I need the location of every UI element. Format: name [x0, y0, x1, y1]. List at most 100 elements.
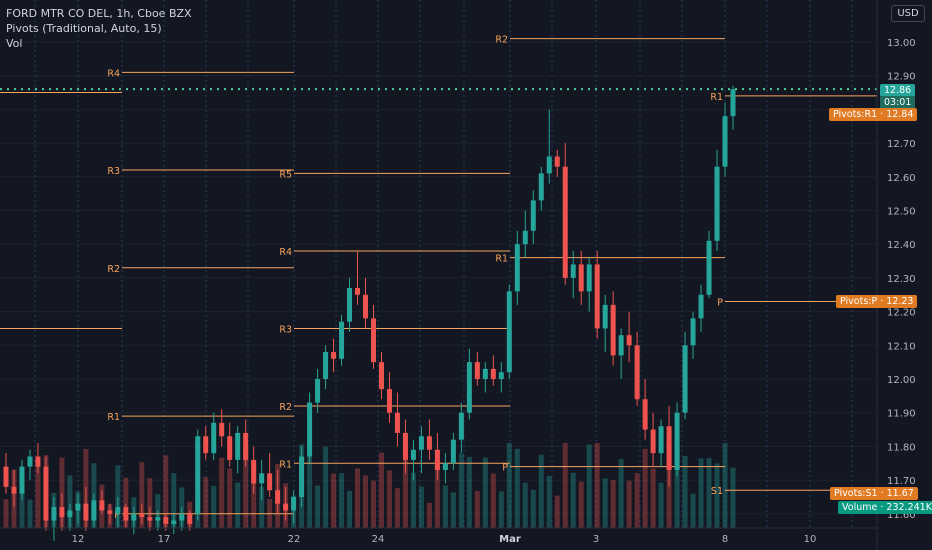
candle-body: [163, 517, 169, 524]
candle-body: [466, 362, 472, 413]
volume-bar: [163, 455, 169, 528]
volume-tag-value: 232.241K: [886, 502, 932, 513]
volume-bar: [602, 478, 608, 528]
countdown-tag: 03:01: [880, 96, 916, 109]
candle-body: [123, 507, 129, 521]
candle-body: [682, 345, 688, 413]
volume-bar: [714, 463, 720, 528]
volume-bar: [19, 474, 25, 528]
volume-bar: [370, 480, 376, 528]
pivots-r1-tag: Pivots:R1 · 12.84: [829, 108, 918, 121]
candle-body: [514, 244, 520, 292]
pivots-p-label: Pivots:P: [840, 296, 878, 307]
candle-body: [275, 490, 281, 504]
candle-body: [730, 89, 736, 117]
candle-body: [394, 412, 400, 433]
volume-bar: [674, 445, 680, 528]
candle-body: [259, 473, 265, 484]
candle-body: [714, 166, 720, 241]
candle-body: [283, 503, 289, 511]
volume-bar: [426, 502, 432, 528]
candle-body: [610, 304, 616, 356]
price-tick-label: 11.80: [887, 442, 916, 453]
candle-body: [570, 264, 576, 278]
pivots-r1-value: 12.84: [886, 109, 914, 120]
candle-body: [602, 304, 608, 329]
candle-body: [91, 500, 97, 521]
candle-body: [115, 507, 121, 514]
price-tick-label: 12.60: [887, 173, 916, 184]
candle-body: [339, 321, 345, 359]
pivot-label: S1: [711, 486, 723, 497]
candle-body: [243, 432, 249, 460]
candle-body: [227, 436, 233, 460]
currency-button[interactable]: USD: [891, 5, 925, 22]
candle-body: [235, 432, 241, 460]
pivot-label: P: [502, 463, 508, 474]
volume-bar: [171, 473, 177, 528]
candle-body: [642, 399, 648, 430]
price-tick-label: 11.90: [887, 409, 916, 420]
candle-body: [307, 402, 313, 457]
pivots-r1-label: Pivots:R1: [833, 109, 878, 120]
candle-body: [706, 240, 712, 295]
candle-body: [618, 335, 624, 356]
volume-bar: [698, 458, 704, 528]
candle-body: [586, 264, 592, 292]
price-tick-label: 13.00: [887, 38, 916, 49]
candle-body: [363, 294, 369, 319]
volume-bar: [570, 472, 576, 528]
price-tick-label: 12.50: [887, 207, 916, 218]
volume-bar: [123, 477, 129, 528]
candle-body: [698, 294, 704, 319]
candle-body: [594, 264, 600, 329]
candle-body: [450, 439, 456, 464]
price-tick-label: 12.20: [887, 308, 916, 319]
time-tick-label: 17: [158, 534, 171, 545]
volume-bar: [115, 465, 121, 528]
volume-indicator-label[interactable]: Vol: [6, 37, 23, 50]
candle-body: [650, 429, 656, 454]
volume-bar: [706, 458, 712, 528]
candle-body: [522, 230, 528, 245]
symbol-title[interactable]: FORD MTR CO DEL, 1h, Cboe BZX: [6, 7, 192, 20]
candle-body: [131, 513, 137, 521]
candle-body: [666, 426, 672, 470]
volume-bar: [442, 485, 448, 528]
candle-body: [59, 507, 65, 518]
pivots-indicator-label[interactable]: Pivots (Traditional, Auto, 15): [6, 22, 162, 35]
candle-body: [19, 466, 25, 494]
pivot-label: P: [114, 510, 120, 521]
time-tick-label: Mar: [499, 534, 521, 545]
candle-body: [267, 473, 273, 491]
volume-bar: [466, 457, 472, 528]
candle-body: [658, 426, 664, 454]
volume-bar: [331, 473, 337, 528]
volume-bar: [323, 446, 329, 528]
chart-legend: FORD MTR CO DEL, 1h, Cboe BZX Pivots (Tr…: [6, 6, 192, 51]
volume-bar: [243, 445, 249, 528]
pivot-label: R2: [495, 35, 508, 46]
volume-bar: [730, 467, 736, 528]
volume-bar: [618, 459, 624, 528]
candle-body: [378, 362, 384, 390]
candle-body: [171, 520, 177, 524]
pivot-label: R1: [495, 254, 508, 265]
candle-body: [139, 513, 145, 518]
volume-bar: [211, 485, 217, 528]
time-tick-label: 12: [72, 534, 85, 545]
pivot-label: R1: [107, 412, 120, 423]
candle-body: [458, 412, 464, 440]
pivots-p-separator: ·: [880, 296, 887, 307]
pivot-label: R1: [279, 459, 292, 470]
volume-bar: [259, 486, 265, 528]
candle-body: [331, 352, 337, 359]
candle-body: [370, 318, 376, 363]
volume-bar: [386, 470, 392, 528]
candle-body: [35, 456, 41, 467]
last-price-tag: 12.86: [880, 84, 916, 97]
candle-body: [291, 496, 297, 511]
volume-bar: [227, 468, 233, 528]
